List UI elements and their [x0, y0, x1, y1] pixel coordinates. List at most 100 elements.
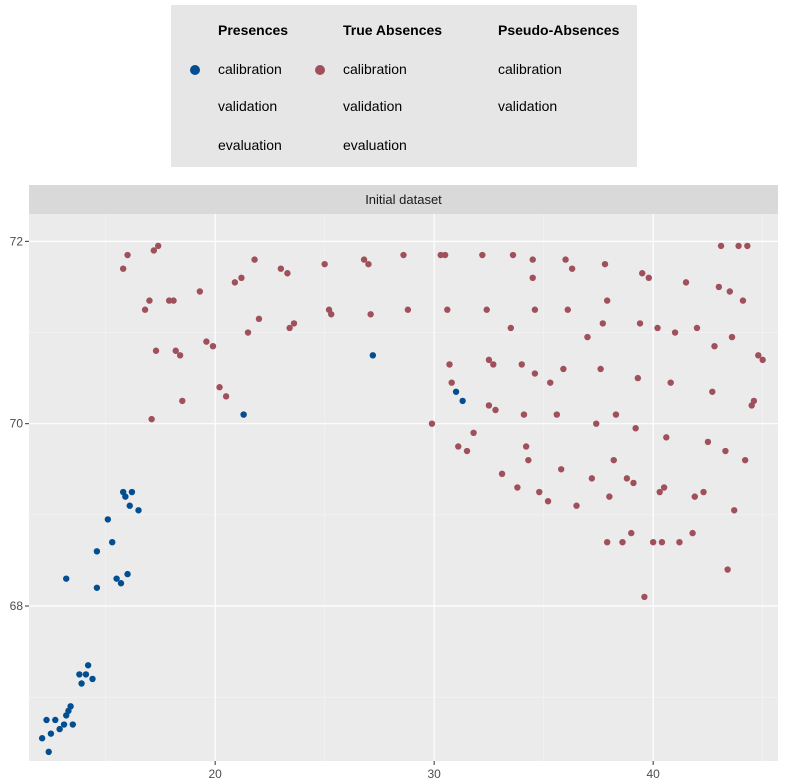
presence-point: [56, 725, 63, 733]
true-absence-point: [689, 529, 696, 537]
true-absence-point: [238, 274, 245, 282]
true-absence-point: [518, 361, 525, 368]
true-absence-point: [360, 256, 368, 263]
true-absence-point: [564, 306, 571, 313]
true-absence-point: [654, 324, 661, 332]
true-absence-point: [660, 484, 668, 491]
true-absence-point: [724, 566, 731, 573]
true-absence-point: [573, 502, 580, 509]
true-absence-point: [584, 333, 591, 341]
presence-point: [240, 411, 247, 418]
true-absence-point: [704, 438, 712, 446]
true-absence-point: [284, 270, 291, 277]
presence-point: [113, 575, 120, 582]
true-absence-point: [560, 365, 567, 373]
true-absence-point: [636, 320, 644, 327]
true-absence-point: [152, 347, 160, 354]
true-absence-point: [328, 311, 335, 318]
presence-point: [84, 662, 92, 669]
true-absence-point: [165, 297, 173, 304]
true-absence-point: [203, 338, 210, 345]
true-absence-point: [741, 456, 749, 464]
true-absence-point: [628, 529, 635, 537]
y-tick-label: 72: [10, 234, 24, 248]
axes: 20 30 40 68 70 72: [10, 234, 661, 781]
true-absence-point: [437, 251, 444, 259]
true-absence-point: [649, 539, 657, 546]
true-absence-point: [170, 297, 177, 304]
presence-point: [82, 671, 90, 678]
true-absence-point: [722, 447, 729, 455]
true-absence-point: [244, 329, 252, 336]
true-absence-point: [148, 415, 155, 423]
true-absence-point: [179, 397, 186, 405]
true-absence-point: [216, 384, 223, 391]
true-absence-point: [455, 443, 462, 450]
true-absence-point: [172, 347, 179, 354]
true-absence-point: [520, 411, 528, 418]
true-absence-point: [682, 279, 690, 286]
true-absence-point: [498, 470, 506, 478]
presence-point: [93, 584, 101, 591]
presence-point: [369, 352, 377, 359]
presence-point: [122, 493, 129, 500]
presence-point: [76, 671, 83, 678]
legend-label-presences-evaluation: evaluation: [218, 137, 282, 153]
true-absence-point: [700, 488, 707, 496]
true-absence-point: [444, 306, 451, 313]
true-absence-point: [663, 434, 670, 441]
facet-strip-title: Initial dataset: [365, 192, 442, 207]
true-absence-point: [603, 297, 611, 304]
legend-label-pseudo-absences-validation: validation: [498, 98, 558, 114]
true-absence-point: [693, 324, 701, 332]
presence-point: [38, 735, 46, 742]
true-absence-point: [146, 297, 153, 304]
true-absence-point: [568, 265, 576, 272]
legend: Presences True Absences Pseudo-Absences …: [171, 5, 637, 167]
presence-point: [117, 580, 125, 587]
true-absence-point: [739, 297, 747, 304]
presence-point: [47, 730, 55, 737]
true-absence-point: [601, 260, 609, 268]
true-absence-point: [485, 356, 493, 364]
true-absence-point: [671, 329, 679, 336]
true-absence-point: [610, 456, 617, 464]
presence-point: [452, 388, 460, 395]
true-absence-point: [658, 539, 666, 546]
true-absence-point: [196, 288, 204, 295]
y-tick-label: 70: [10, 417, 24, 431]
true-absence-point: [367, 311, 374, 318]
true-absence-point: [448, 379, 455, 386]
true-absence-point: [365, 260, 372, 268]
true-absence-point: [150, 247, 158, 254]
true-absence-point: [231, 279, 239, 286]
true-absence-point: [606, 493, 613, 500]
legend-label-true-absences-calibration: calibration: [343, 61, 407, 77]
true-absence-point: [676, 539, 683, 546]
data-points: [38, 242, 766, 756]
true-absence-point: [599, 320, 606, 327]
presence-point: [459, 397, 466, 405]
true-absence-point: [603, 539, 611, 546]
true-absence-point: [441, 251, 449, 259]
true-absence-point: [588, 475, 596, 482]
presence-point: [45, 748, 52, 756]
true-absence-point: [730, 507, 738, 514]
true-absence-point: [507, 324, 515, 332]
true-absence-point: [251, 256, 258, 263]
legend-label-true-absences-evaluation: evaluation: [343, 137, 407, 153]
true-absence-point: [404, 306, 412, 313]
true-absence-point: [562, 256, 569, 263]
true-absence-point: [119, 265, 127, 272]
true-absence-point: [400, 251, 407, 259]
true-absence-point: [470, 429, 477, 436]
presence-point: [135, 507, 142, 514]
true-absence-point: [557, 466, 565, 473]
true-absence-point: [141, 306, 149, 313]
true-absence-point: [715, 283, 723, 291]
presence-point: [126, 502, 133, 509]
true-absence-point: [728, 333, 736, 341]
true-absence-point: [755, 352, 762, 359]
true-absence-point: [641, 593, 648, 601]
true-absence-point: [656, 488, 663, 496]
